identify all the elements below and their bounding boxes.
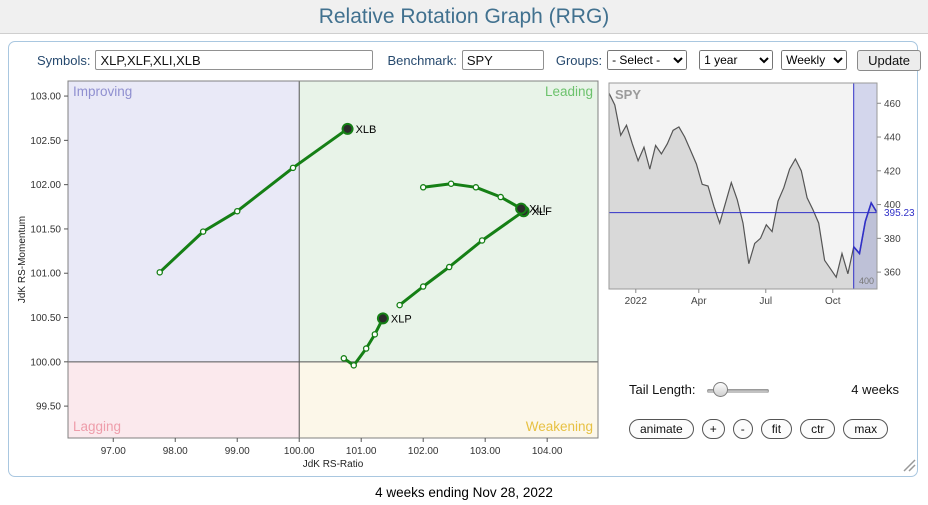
svg-text:99.00: 99.00 <box>225 446 250 457</box>
trail-XLB[interactable]: XLB <box>156 122 377 276</box>
tail-length-control: Tail Length: 4 weeks <box>629 380 899 400</box>
tail-length-label: Tail Length: <box>629 382 696 397</box>
svg-text:100.00: 100.00 <box>284 446 315 457</box>
svg-text:Oct: Oct <box>825 296 841 307</box>
spy-price-line <box>608 92 878 279</box>
groups-select[interactable]: - Select - <box>607 50 688 70</box>
svg-text:103.00: 103.00 <box>30 92 61 103</box>
spy-area <box>609 93 877 289</box>
svg-text:Improving: Improving <box>73 84 132 99</box>
center-button[interactable]: ctr <box>800 419 836 439</box>
tail-slider-track[interactable] <box>707 389 769 393</box>
page-title: Relative Rotation Graph (RRG) <box>318 4 610 28</box>
benchmark-label: Benchmark: <box>387 52 457 68</box>
svg-text:XLF: XLF <box>532 206 552 218</box>
svg-text:XLB: XLB <box>356 124 377 136</box>
svg-text:400: 400 <box>884 200 901 211</box>
svg-text:102.50: 102.50 <box>30 136 61 147</box>
svg-text:420: 420 <box>884 166 901 177</box>
main-panel: Symbols: Benchmark: Groups: - Select - 1… <box>8 41 922 477</box>
spy-title: SPY <box>615 87 641 102</box>
groups-label: Groups: <box>555 52 603 68</box>
svg-text:380: 380 <box>884 234 901 245</box>
svg-text:Leading: Leading <box>545 84 593 99</box>
zoom-in-button[interactable]: + <box>701 419 725 439</box>
svg-text:97.00: 97.00 <box>101 446 126 457</box>
update-button[interactable]: Update <box>857 49 922 71</box>
svg-text:102.00: 102.00 <box>30 180 61 191</box>
spy-last-price-label: 395.23 <box>884 208 915 219</box>
svg-text:Jul: Jul <box>759 296 772 307</box>
svg-text:101.00: 101.00 <box>346 446 377 457</box>
svg-text:360: 360 <box>884 268 901 279</box>
rrg-quadrant-labels: Improving Leading Lagging Weakening <box>73 84 593 434</box>
spy-chart-svg: SPY 460 440 420 400 380 360 2022 Apr Jul Oct 395.23… <box>608 82 915 307</box>
rrg-x-axis-title: JdK RS-Ratio <box>303 459 364 470</box>
animate-button[interactable]: animate <box>629 419 694 439</box>
svg-text:102.00: 102.00 <box>408 446 439 457</box>
rrg-y-axis-title: JdK RS-Momentum <box>17 216 28 303</box>
svg-text:99.50: 99.50 <box>36 402 61 413</box>
svg-text:98.00: 98.00 <box>163 446 188 457</box>
app-header: Relative Rotation Graph (RRG) <box>0 0 928 34</box>
max-button[interactable]: max <box>843 419 889 439</box>
rrg-chart-svg[interactable]: Improving Leading Lagging Weakening 99.50 100… <box>13 77 613 475</box>
fit-button[interactable]: fit <box>760 419 793 439</box>
footer-caption: 4 weeks ending Nov 28, 2022 <box>375 485 553 500</box>
svg-text:2022: 2022 <box>625 296 648 307</box>
tail-length-value: 4 weeks <box>851 382 899 397</box>
period-select[interactable]: 1 year <box>699 50 774 70</box>
svg-text:440: 440 <box>884 133 901 144</box>
spy-tail-line <box>853 200 878 256</box>
chart-buttons: animate + - fit ctr max <box>629 419 889 439</box>
symbols-input[interactable] <box>95 50 374 70</box>
rrg-quadrants <box>68 81 598 438</box>
spy-corner-label: 400 <box>859 276 874 286</box>
toolbar: Symbols: Benchmark: Groups: - Select - 1… <box>37 49 922 71</box>
trail-XLI[interactable]: XLI <box>419 180 546 216</box>
resize-handle-icon[interactable] <box>899 455 917 473</box>
rrg-axes: 99.50 100.00 100.50 101.00 101.50 102.00 102.5… <box>30 92 562 457</box>
svg-text:Lagging: Lagging <box>73 419 121 434</box>
svg-text:460: 460 <box>884 99 901 110</box>
zoom-out-button[interactable]: - <box>732 419 753 439</box>
svg-text:XLI: XLI <box>529 204 546 216</box>
svg-text:Apr: Apr <box>691 296 707 307</box>
svg-text:101.50: 101.50 <box>30 224 61 235</box>
svg-text:104.00: 104.00 <box>532 446 563 457</box>
benchmark-input[interactable] <box>461 50 544 70</box>
tail-slider-handle[interactable] <box>713 382 728 397</box>
frequency-select[interactable]: Weekly <box>781 50 848 70</box>
trail-XLP[interactable]: XLP <box>340 312 412 369</box>
spy-axes: 460 440 420 400 380 360 2022 Apr Jul Oct <box>625 99 901 307</box>
svg-text:100.00: 100.00 <box>30 357 61 368</box>
symbols-label: Symbols: <box>37 52 91 68</box>
svg-text:103.00: 103.00 <box>470 446 501 457</box>
spy-tail-band <box>853 83 877 289</box>
svg-text:101.00: 101.00 <box>30 269 61 280</box>
svg-text:100.50: 100.50 <box>30 313 61 324</box>
svg-text:XLP: XLP <box>391 313 412 325</box>
svg-text:Weakening: Weakening <box>526 419 593 434</box>
